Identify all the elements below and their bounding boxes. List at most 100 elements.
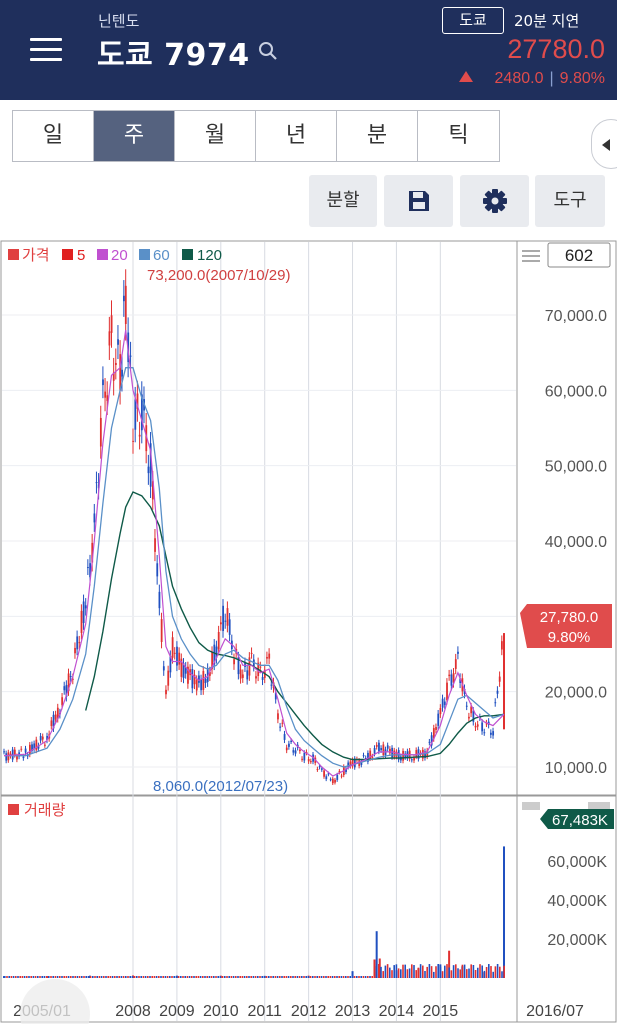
volume-bar bbox=[426, 966, 428, 978]
price-candle bbox=[104, 391, 107, 398]
y-tick-label: 10,000.0 bbox=[545, 760, 607, 777]
scroll-handle-icon[interactable] bbox=[522, 250, 540, 262]
price-candle bbox=[56, 707, 59, 719]
price-candle bbox=[195, 680, 198, 691]
volume-bar bbox=[21, 976, 24, 978]
price-candle bbox=[160, 619, 163, 642]
chart-area[interactable]: 70,000.060,000.050,000.040,000.030,000.0… bbox=[0, 240, 617, 1028]
tools-button[interactable]: 도구 bbox=[535, 175, 605, 227]
volume-bar bbox=[496, 964, 499, 978]
volume-bar bbox=[155, 976, 158, 978]
volume-bar bbox=[188, 976, 191, 978]
volume-bar bbox=[488, 964, 490, 978]
price-candle bbox=[277, 713, 279, 720]
volume-bar bbox=[439, 966, 442, 978]
price-candle bbox=[147, 466, 150, 474]
chart-legend: 가격 5 20 60 120 bbox=[8, 247, 222, 264]
volume-bar bbox=[331, 976, 334, 978]
page-title[interactable]: 도쿄 7974 bbox=[97, 38, 250, 73]
price-candle bbox=[413, 757, 415, 761]
price-candle bbox=[448, 674, 451, 677]
price-candle bbox=[46, 735, 48, 741]
volume-bar bbox=[107, 976, 109, 978]
volume-bar bbox=[61, 976, 63, 978]
volume-bar bbox=[151, 976, 153, 978]
search-icon[interactable] bbox=[258, 41, 278, 61]
price-candle bbox=[279, 726, 282, 728]
price-candle bbox=[393, 750, 396, 757]
tab-tick[interactable]: 틱 bbox=[418, 111, 499, 161]
price-candle bbox=[325, 776, 328, 780]
volume-bar bbox=[316, 976, 318, 978]
volume-bar bbox=[340, 976, 343, 978]
volume-bar bbox=[100, 976, 103, 978]
volume-bar bbox=[307, 976, 310, 978]
volume-bar bbox=[349, 976, 351, 978]
price-candle bbox=[470, 706, 473, 714]
volume-bar bbox=[140, 976, 142, 978]
volume-bar bbox=[15, 976, 17, 978]
price-candle bbox=[140, 394, 143, 431]
price-candle bbox=[501, 641, 503, 650]
price-candle bbox=[182, 663, 185, 679]
price-candle bbox=[492, 731, 495, 736]
price-candle bbox=[498, 676, 501, 682]
volume-bar bbox=[197, 976, 200, 978]
volume-bar bbox=[230, 976, 233, 978]
volume-bar bbox=[393, 965, 395, 978]
price-candle bbox=[415, 750, 418, 757]
price-candle bbox=[386, 745, 389, 749]
settings-button[interactable] bbox=[460, 175, 529, 227]
chevron-left-icon[interactable] bbox=[591, 119, 617, 169]
volume-bar bbox=[252, 976, 255, 978]
price-candle bbox=[241, 674, 244, 678]
tab-week[interactable]: 주 bbox=[94, 111, 175, 161]
volume-bar bbox=[448, 967, 450, 978]
price-candle bbox=[121, 369, 123, 377]
price-candle bbox=[134, 399, 137, 430]
save-button[interactable] bbox=[384, 175, 453, 227]
volume-bar bbox=[499, 966, 501, 978]
price-candle bbox=[52, 714, 55, 729]
volume-bar bbox=[329, 976, 332, 978]
price-candle bbox=[360, 761, 363, 765]
price-candle bbox=[16, 756, 18, 760]
price-candle bbox=[424, 751, 426, 758]
price-candle bbox=[294, 750, 297, 754]
tab-day[interactable]: 일 bbox=[13, 111, 94, 161]
price-candle bbox=[367, 752, 369, 762]
price-candle bbox=[274, 692, 277, 700]
market-button[interactable]: 도쿄 bbox=[442, 7, 504, 34]
change-percent: 9.80% bbox=[559, 70, 605, 87]
volume-bar bbox=[501, 971, 503, 978]
price-candle bbox=[173, 652, 176, 654]
volume-bar bbox=[177, 976, 180, 978]
ma60-line bbox=[4, 367, 505, 768]
volume-bar bbox=[153, 976, 156, 978]
y-tick-label: 40,000K bbox=[547, 893, 607, 910]
x-tick-label: 2016/07 bbox=[526, 1003, 584, 1020]
price-candle bbox=[364, 757, 367, 759]
volume-bar bbox=[136, 976, 138, 978]
split-button[interactable]: 분할 bbox=[309, 175, 377, 227]
legend-ma20: 20 bbox=[111, 247, 128, 264]
visible-count-box[interactable]: 602 bbox=[547, 242, 611, 268]
volume-bar bbox=[241, 976, 244, 978]
volume-bar bbox=[72, 976, 74, 978]
price-candle bbox=[41, 736, 44, 740]
price-candle bbox=[494, 702, 497, 704]
tab-month[interactable]: 월 bbox=[175, 111, 256, 161]
tab-year[interactable]: 년 bbox=[256, 111, 337, 161]
price-candle bbox=[33, 743, 36, 750]
price-candle bbox=[72, 678, 74, 680]
last-price-label: 27,780.0 bbox=[540, 609, 598, 626]
volume-bar bbox=[114, 976, 116, 978]
volume-bar bbox=[28, 976, 30, 978]
menu-icon[interactable] bbox=[30, 38, 62, 62]
price-candle bbox=[430, 735, 433, 746]
volume-bar bbox=[466, 969, 468, 978]
price-candle bbox=[259, 666, 262, 668]
tab-minute[interactable]: 분 bbox=[337, 111, 418, 161]
zoom-handle-icon[interactable] bbox=[20, 979, 90, 1028]
price-chart[interactable]: 70,000.060,000.050,000.040,000.030,000.0… bbox=[0, 240, 617, 1028]
